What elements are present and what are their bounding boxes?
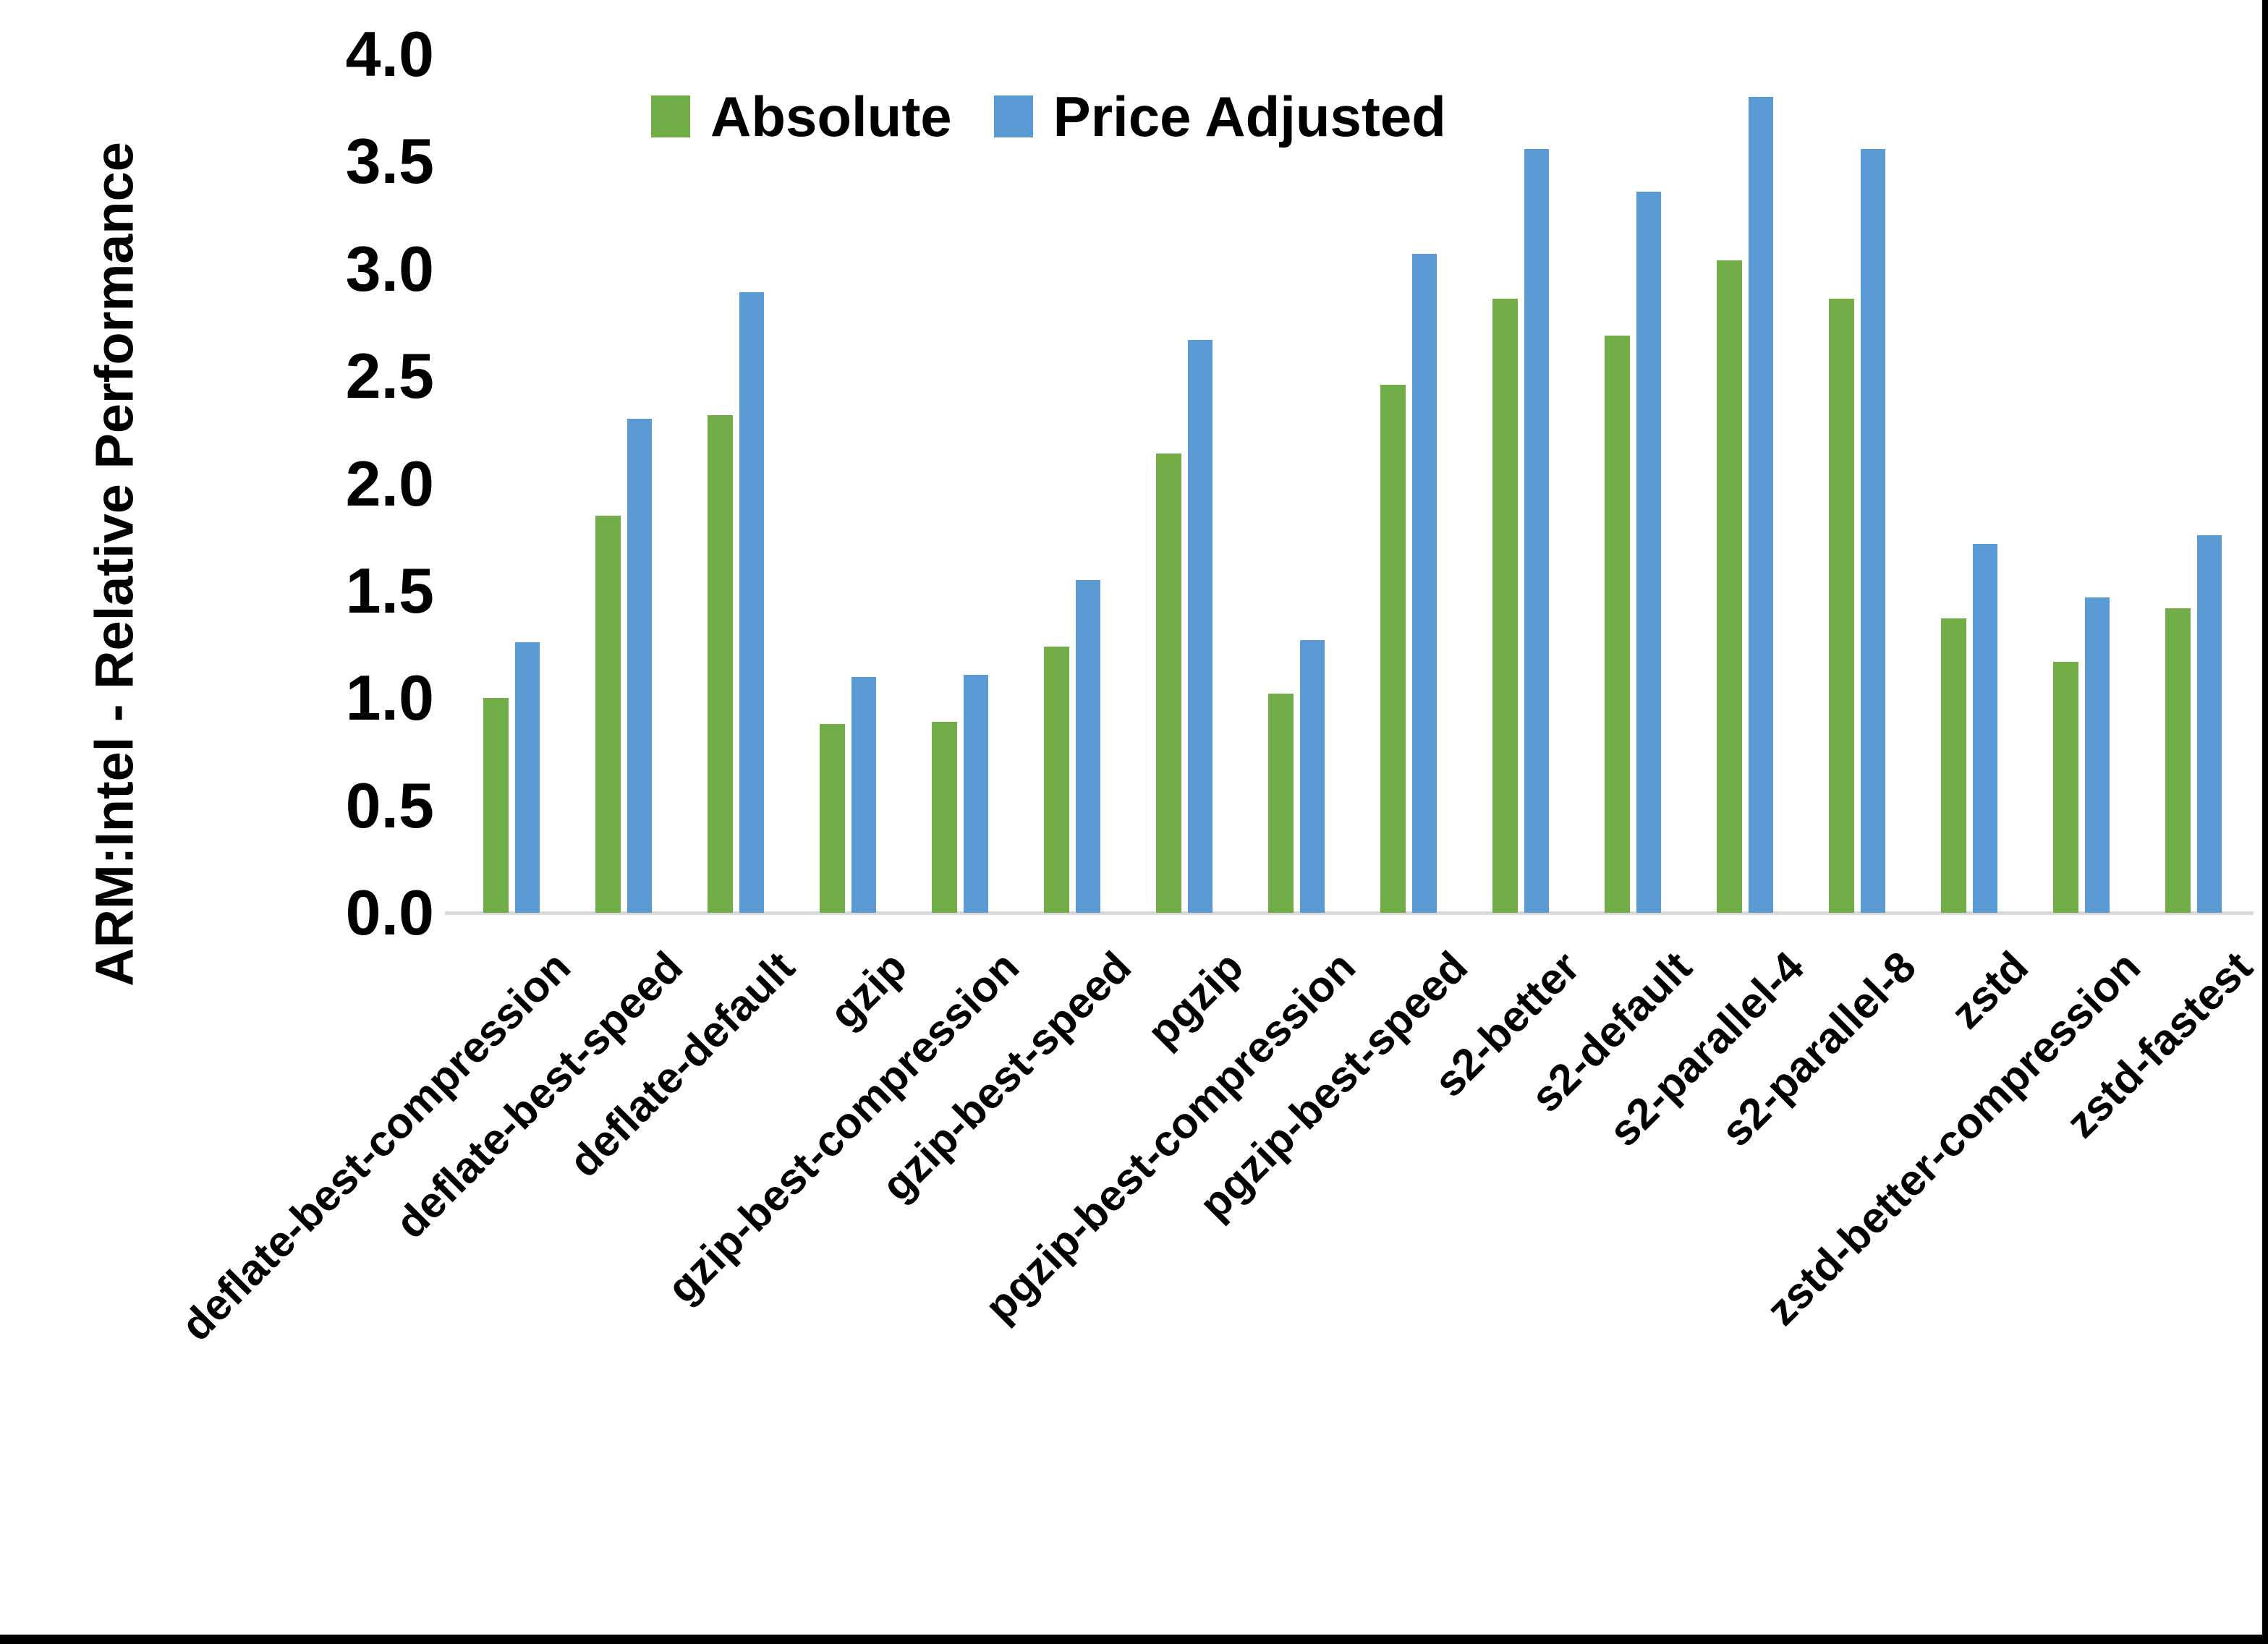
y-tick-label: 2.0 bbox=[345, 447, 434, 519]
y-tick-label: 0.5 bbox=[345, 769, 434, 841]
bar-absolute bbox=[2053, 661, 2078, 913]
bar-absolute bbox=[2165, 608, 2191, 913]
absolute-series-swatch-icon bbox=[651, 95, 690, 137]
bar-absolute bbox=[1941, 618, 1966, 913]
y-tick-label: 1.5 bbox=[345, 554, 434, 626]
bar-price-adjusted bbox=[2197, 534, 2222, 913]
bar-absolute bbox=[932, 721, 957, 913]
plot-area bbox=[456, 54, 2250, 913]
y-tick-label: 3.0 bbox=[345, 232, 434, 304]
legend-entry-price-adjusted: Price Adjusted bbox=[993, 85, 1446, 148]
bar-price-adjusted bbox=[1188, 339, 1212, 913]
bar-price-adjusted bbox=[515, 642, 540, 913]
bar-absolute bbox=[820, 723, 845, 913]
legend: Absolute Price Adjusted bbox=[651, 88, 1446, 145]
bar-price-adjusted bbox=[1412, 253, 1437, 913]
bar-absolute bbox=[1605, 335, 1630, 913]
legend-label-absolute: Absolute bbox=[710, 85, 952, 148]
bar-absolute bbox=[1380, 385, 1406, 913]
bar-price-adjusted bbox=[1076, 580, 1100, 913]
bar-price-adjusted bbox=[1749, 97, 1773, 913]
y-tick-label: 0.0 bbox=[345, 877, 434, 948]
bar-absolute bbox=[708, 414, 733, 913]
y-tick-label: 2.5 bbox=[345, 340, 434, 412]
y-tick-label: 4.0 bbox=[345, 18, 434, 90]
y-axis-title: ARM:Intel - Relative Performance bbox=[84, 142, 145, 987]
bar-absolute bbox=[1156, 453, 1181, 913]
bar-absolute bbox=[1829, 299, 1854, 913]
bar-absolute bbox=[595, 516, 621, 913]
bar-price-adjusted bbox=[1524, 148, 1549, 913]
bar-price-adjusted bbox=[739, 292, 764, 913]
y-tick-label: 1.0 bbox=[345, 662, 434, 734]
legend-entry-absolute: Absolute bbox=[651, 88, 952, 145]
legend-label-price-adjusted: Price Adjusted bbox=[1053, 85, 1446, 148]
bar-price-adjusted bbox=[627, 419, 652, 913]
bar-absolute bbox=[483, 698, 509, 913]
y-tick-label: 3.5 bbox=[345, 125, 434, 197]
price-adjusted-series-swatch-icon bbox=[993, 95, 1033, 137]
bar-absolute bbox=[1717, 260, 1742, 913]
bar-absolute bbox=[1268, 694, 1294, 913]
bar-price-adjusted bbox=[1973, 543, 1997, 913]
bar-absolute bbox=[1492, 299, 1518, 913]
bar-price-adjusted bbox=[851, 676, 876, 913]
x-axis-line bbox=[445, 911, 2254, 915]
bar-price-adjusted bbox=[2085, 597, 2110, 913]
bar-price-adjusted bbox=[1300, 640, 1325, 913]
bar-price-adjusted bbox=[964, 674, 988, 913]
bar-absolute bbox=[1044, 647, 1069, 913]
bar-price-adjusted bbox=[1636, 191, 1661, 913]
bar-price-adjusted bbox=[1861, 148, 1885, 913]
